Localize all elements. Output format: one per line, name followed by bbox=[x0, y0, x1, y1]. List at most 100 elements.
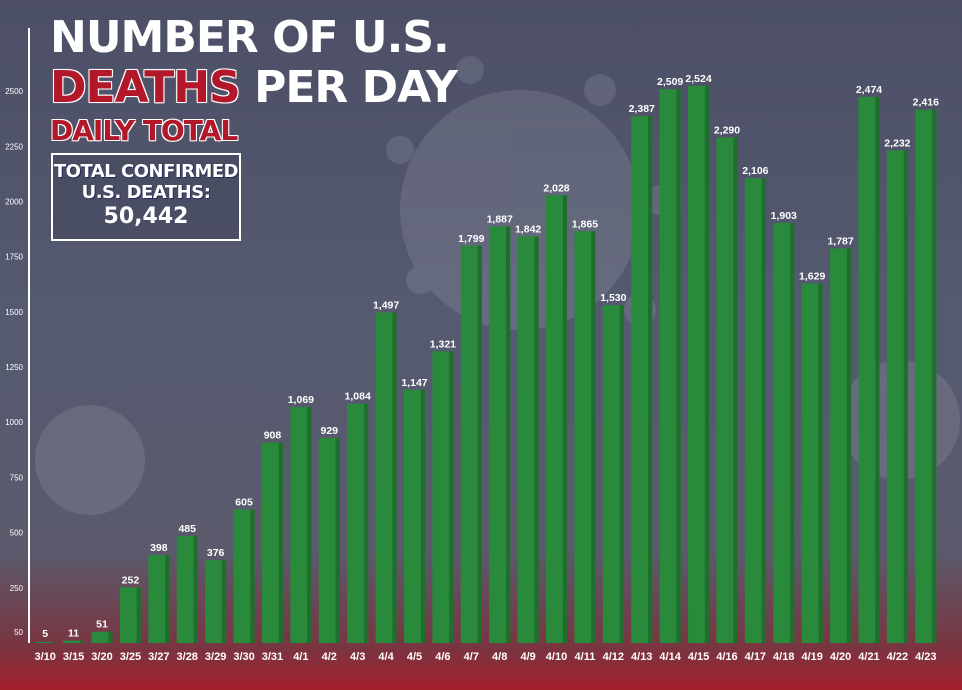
total-box-line2: U.S. DEATHS: bbox=[53, 182, 239, 203]
data-label: 51 bbox=[96, 619, 108, 631]
data-label: 485 bbox=[178, 523, 196, 535]
data-label: 1,787 bbox=[827, 236, 853, 248]
x-tick-label: 3/10 bbox=[34, 651, 55, 663]
data-label: 11 bbox=[68, 628, 79, 640]
bar-shade bbox=[194, 536, 198, 643]
x-tick-label: 4/20 bbox=[830, 651, 851, 663]
x-tick-label: 4/3 bbox=[350, 651, 365, 663]
chart-title-line2: DEATHS PER DAY bbox=[50, 62, 457, 113]
x-tick-label: 4/14 bbox=[659, 651, 681, 663]
y-tick-label: 2250 bbox=[5, 142, 23, 151]
y-tick-label: 2500 bbox=[5, 87, 23, 96]
x-tick-label: 4/7 bbox=[464, 651, 479, 663]
bar-shade bbox=[790, 223, 794, 643]
title-deaths-word: DEATHS bbox=[50, 62, 240, 113]
x-tick-label: 4/4 bbox=[378, 651, 394, 663]
chart-subtitle: DAILY TOTAL bbox=[50, 114, 237, 147]
x-tick-label: 4/5 bbox=[407, 651, 422, 663]
x-tick-label: 3/28 bbox=[177, 651, 198, 663]
data-label: 1,321 bbox=[430, 338, 456, 350]
data-label: 2,509 bbox=[657, 76, 683, 88]
bar-shade bbox=[165, 555, 169, 643]
x-tick-label: 3/29 bbox=[205, 651, 226, 663]
y-tick-label: 250 bbox=[10, 584, 24, 593]
x-tick-label: 4/21 bbox=[858, 651, 879, 663]
y-tick-label: 1250 bbox=[5, 363, 23, 372]
bar-shade bbox=[250, 509, 254, 643]
bar-shade bbox=[762, 178, 766, 643]
y-tick-label: 2000 bbox=[5, 197, 23, 206]
x-tick-label: 4/9 bbox=[520, 651, 535, 663]
bar-shade bbox=[137, 587, 141, 643]
data-label: 1,865 bbox=[572, 218, 598, 230]
data-label: 1,629 bbox=[799, 270, 825, 282]
chart-title-line1: NUMBER OF U.S. bbox=[50, 12, 449, 63]
x-tick-label: 4/6 bbox=[435, 651, 450, 663]
x-tick-label: 3/15 bbox=[63, 651, 84, 663]
x-tick-label: 4/8 bbox=[492, 651, 507, 663]
total-deaths-box: TOTAL CONFIRMED U.S. DEATHS: 50,442 bbox=[51, 153, 241, 241]
x-tick-label: 4/13 bbox=[631, 651, 652, 663]
data-label: 398 bbox=[150, 542, 168, 554]
bar-shade bbox=[364, 404, 368, 643]
bar-shade bbox=[222, 560, 226, 643]
x-tick-label: 3/30 bbox=[233, 651, 254, 663]
data-label: 1,084 bbox=[345, 391, 371, 403]
title-per-day-words: PER DAY bbox=[240, 62, 457, 113]
bar-shade bbox=[421, 390, 425, 643]
data-label: 1,497 bbox=[373, 300, 399, 312]
data-label: 1,842 bbox=[515, 223, 541, 235]
data-label: 605 bbox=[235, 496, 253, 508]
data-label: 376 bbox=[207, 547, 225, 559]
bar-shade bbox=[620, 305, 624, 643]
x-tick-label: 3/20 bbox=[91, 651, 112, 663]
x-tick-label: 4/1 bbox=[293, 651, 308, 663]
x-tick-label: 4/11 bbox=[575, 651, 596, 663]
x-tick-label: 4/2 bbox=[322, 651, 337, 663]
bar-shade bbox=[847, 249, 851, 643]
bar-shade bbox=[733, 137, 737, 643]
data-label: 1,147 bbox=[401, 377, 427, 389]
bar-shade bbox=[279, 443, 283, 643]
data-label: 1,069 bbox=[288, 394, 314, 406]
y-tick-label: 500 bbox=[10, 529, 24, 538]
bar-shade bbox=[478, 246, 482, 643]
data-label: 908 bbox=[264, 430, 282, 442]
data-label: 2,474 bbox=[856, 84, 882, 96]
y-tick-label: 1750 bbox=[5, 253, 23, 262]
bar-shade bbox=[705, 86, 709, 643]
data-label: 1,530 bbox=[600, 292, 626, 304]
y-tick-label: 750 bbox=[10, 473, 24, 482]
data-label: 2,290 bbox=[714, 124, 740, 136]
data-label: 1,799 bbox=[458, 233, 484, 245]
y-tick-label: 1000 bbox=[5, 418, 23, 427]
bar-shade bbox=[534, 236, 538, 643]
bar-shade bbox=[336, 438, 340, 643]
x-tick-label: 4/18 bbox=[773, 651, 794, 663]
y-tick-label: 1500 bbox=[5, 308, 23, 317]
data-label: 2,106 bbox=[742, 165, 768, 177]
bar-shade bbox=[818, 283, 822, 643]
bar-shade bbox=[591, 231, 595, 643]
bar-shade bbox=[80, 641, 84, 643]
x-tick-label: 4/16 bbox=[716, 651, 737, 663]
y-tick-label: 50 bbox=[14, 628, 23, 637]
data-label: 2,416 bbox=[913, 97, 939, 109]
x-tick-label: 3/27 bbox=[148, 651, 169, 663]
bar-shade bbox=[392, 313, 396, 643]
data-label: 5 bbox=[42, 628, 48, 640]
x-tick-label: 3/31 bbox=[262, 651, 283, 663]
data-label: 252 bbox=[122, 574, 140, 586]
data-label: 1,887 bbox=[487, 213, 513, 225]
bar-shade bbox=[932, 110, 936, 643]
bar-shade bbox=[307, 407, 311, 643]
data-label: 1,903 bbox=[771, 210, 797, 222]
bar-shade bbox=[904, 150, 908, 643]
data-label: 2,232 bbox=[884, 137, 910, 149]
data-label: 929 bbox=[321, 425, 339, 437]
x-tick-label: 4/10 bbox=[546, 651, 567, 663]
x-tick-label: 4/23 bbox=[915, 651, 936, 663]
bar-shade bbox=[449, 351, 453, 643]
bar-shade bbox=[648, 116, 652, 643]
data-label: 2,387 bbox=[629, 103, 655, 115]
